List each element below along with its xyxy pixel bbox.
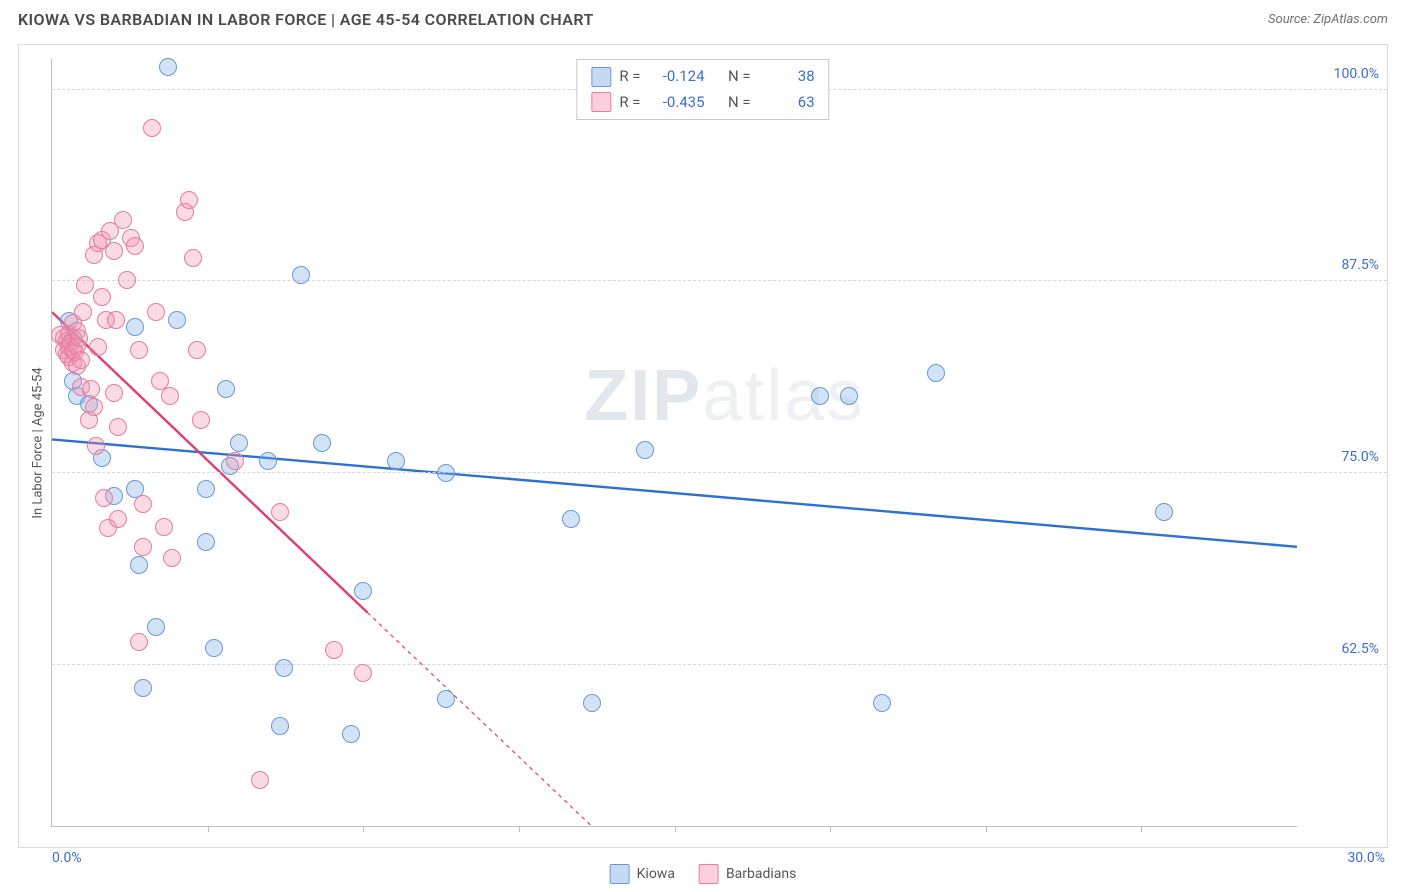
data-point-barbadians [188,341,206,359]
data-point-barbadians [105,384,123,402]
data-point-kiowa [354,582,372,600]
data-point-barbadians [192,411,210,429]
swatch-series1 [591,67,611,87]
data-point-barbadians [147,303,165,321]
data-point-kiowa [840,387,858,405]
correlation-stats-box: R = -0.124 N = 38 R = -0.435 N = 63 [576,59,829,120]
data-point-barbadians [72,351,90,369]
legend-item-series1: Kiowa [610,864,675,884]
ytick-label: 75.0% [1341,449,1379,465]
data-point-kiowa [197,533,215,551]
data-point-barbadians [118,271,136,289]
data-point-kiowa [387,452,405,470]
header: KIOWA VS BARBADIAN IN LABOR FORCE | AGE … [0,0,1406,35]
data-point-barbadians [134,538,152,556]
data-point-barbadians [95,489,113,507]
data-point-kiowa [159,58,177,76]
swatch-series2 [591,92,611,112]
ytick-label: 62.5% [1341,641,1379,657]
data-point-kiowa [636,441,654,459]
data-point-barbadians [354,664,372,682]
data-point-barbadians [271,503,289,521]
data-point-barbadians [70,329,88,347]
data-point-barbadians [76,276,94,294]
xtick [208,826,209,832]
bottom-legend: Kiowa Barbadians [610,864,797,884]
data-point-kiowa [873,694,891,712]
legend-item-series2: Barbadians [699,864,796,884]
data-point-barbadians [107,311,125,329]
swatch-series1-legend [610,864,630,884]
scatter-plot: In Labor Force | Age 45-54 ZIPatlas 62.5… [51,59,1297,827]
data-point-barbadians [130,341,148,359]
data-point-kiowa [292,266,310,284]
xlim-min-label: 0.0% [52,850,82,866]
y-axis-label: In Labor Force | Age 45-54 [31,367,46,518]
data-point-kiowa [259,452,277,470]
data-point-kiowa [126,318,144,336]
xlim-max-label: 30.0% [1347,850,1385,866]
gridline-h [52,280,1387,281]
data-point-barbadians [82,380,100,398]
gridline-h [52,664,1387,665]
source-attribution: Source: ZipAtlas.com [1268,12,1388,27]
xtick [986,826,987,832]
data-point-barbadians [134,495,152,513]
swatch-series2-legend [699,864,719,884]
data-point-barbadians [114,211,132,229]
data-point-barbadians [87,437,105,455]
data-point-kiowa [134,679,152,697]
data-point-barbadians [74,303,92,321]
data-point-barbadians [143,119,161,137]
data-point-barbadians [130,633,148,651]
data-point-kiowa [168,311,186,329]
data-point-barbadians [109,418,127,436]
xtick [830,826,831,832]
data-point-kiowa [927,364,945,382]
data-point-kiowa [130,556,148,574]
data-point-kiowa [437,464,455,482]
data-point-kiowa [811,387,829,405]
legend-label: Barbadians [726,866,796,882]
data-point-barbadians [155,518,173,536]
data-point-barbadians [126,237,144,255]
data-point-barbadians [105,242,123,260]
data-point-kiowa [562,510,580,528]
data-point-barbadians [93,288,111,306]
stats-row-series1: R = -0.124 N = 38 [591,64,814,90]
data-point-kiowa [230,434,248,452]
data-point-barbadians [163,549,181,567]
xtick [675,826,676,832]
xtick [363,826,364,832]
data-point-barbadians [251,771,269,789]
legend-label: Kiowa [637,866,675,882]
data-point-barbadians [180,191,198,209]
data-point-barbadians [184,249,202,267]
data-point-kiowa [217,380,235,398]
data-point-kiowa [147,618,165,636]
data-point-kiowa [197,480,215,498]
data-point-kiowa [313,434,331,452]
xtick [1141,826,1142,832]
data-point-kiowa [205,639,223,657]
data-point-barbadians [85,398,103,416]
data-point-kiowa [271,717,289,735]
ytick-label: 87.5% [1341,257,1379,273]
data-point-kiowa [1155,503,1173,521]
data-point-barbadians [161,387,179,405]
data-point-barbadians [325,641,343,659]
ytick-label: 100.0% [1334,66,1379,82]
data-point-barbadians [109,510,127,528]
data-point-kiowa [583,694,601,712]
stats-row-series2: R = -0.435 N = 63 [591,90,814,116]
data-point-barbadians [226,452,244,470]
data-point-kiowa [342,725,360,743]
data-point-barbadians [89,338,107,356]
data-point-kiowa [275,659,293,677]
gridline-h [52,472,1387,473]
xtick [519,826,520,832]
data-point-kiowa [437,690,455,708]
chart-container: In Labor Force | Age 45-54 ZIPatlas 62.5… [18,44,1388,848]
page-title: KIOWA VS BARBADIAN IN LABOR FORCE | AGE … [18,10,594,29]
